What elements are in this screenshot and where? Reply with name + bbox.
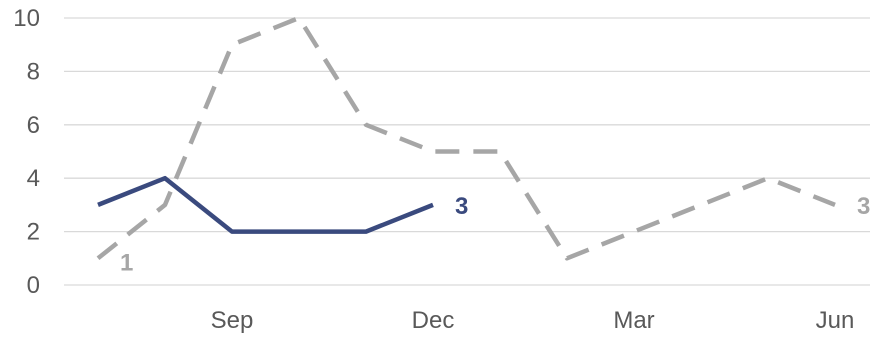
y-tick-label: 0 [27,272,40,299]
x-tick-label: Sep [211,307,254,334]
y-tick-label: 2 [27,219,40,246]
grid-lines [64,17,870,286]
data-labels: 3 1 3 [120,193,870,276]
x-tick-label: Mar [613,307,654,334]
y-tick-label: 4 [27,165,40,192]
series-0-end-label: 3 [455,193,468,220]
series-line-1 [96,15,836,261]
y-tick-label: 6 [27,112,40,139]
y-tick-label: 10 [13,5,40,32]
series-layer [96,15,836,261]
x-axis-tick-labels: Sep Dec Mar Jun [211,307,855,334]
y-tick-label: 8 [27,58,40,85]
y-axis-tick-labels: 0 2 4 6 8 10 [13,5,40,299]
series-1-end-label: 3 [857,193,870,220]
series-1-start-label: 1 [120,249,133,276]
x-tick-label: Jun [816,307,855,334]
x-tick-label: Dec [412,307,455,334]
series-line-0 [97,175,434,234]
